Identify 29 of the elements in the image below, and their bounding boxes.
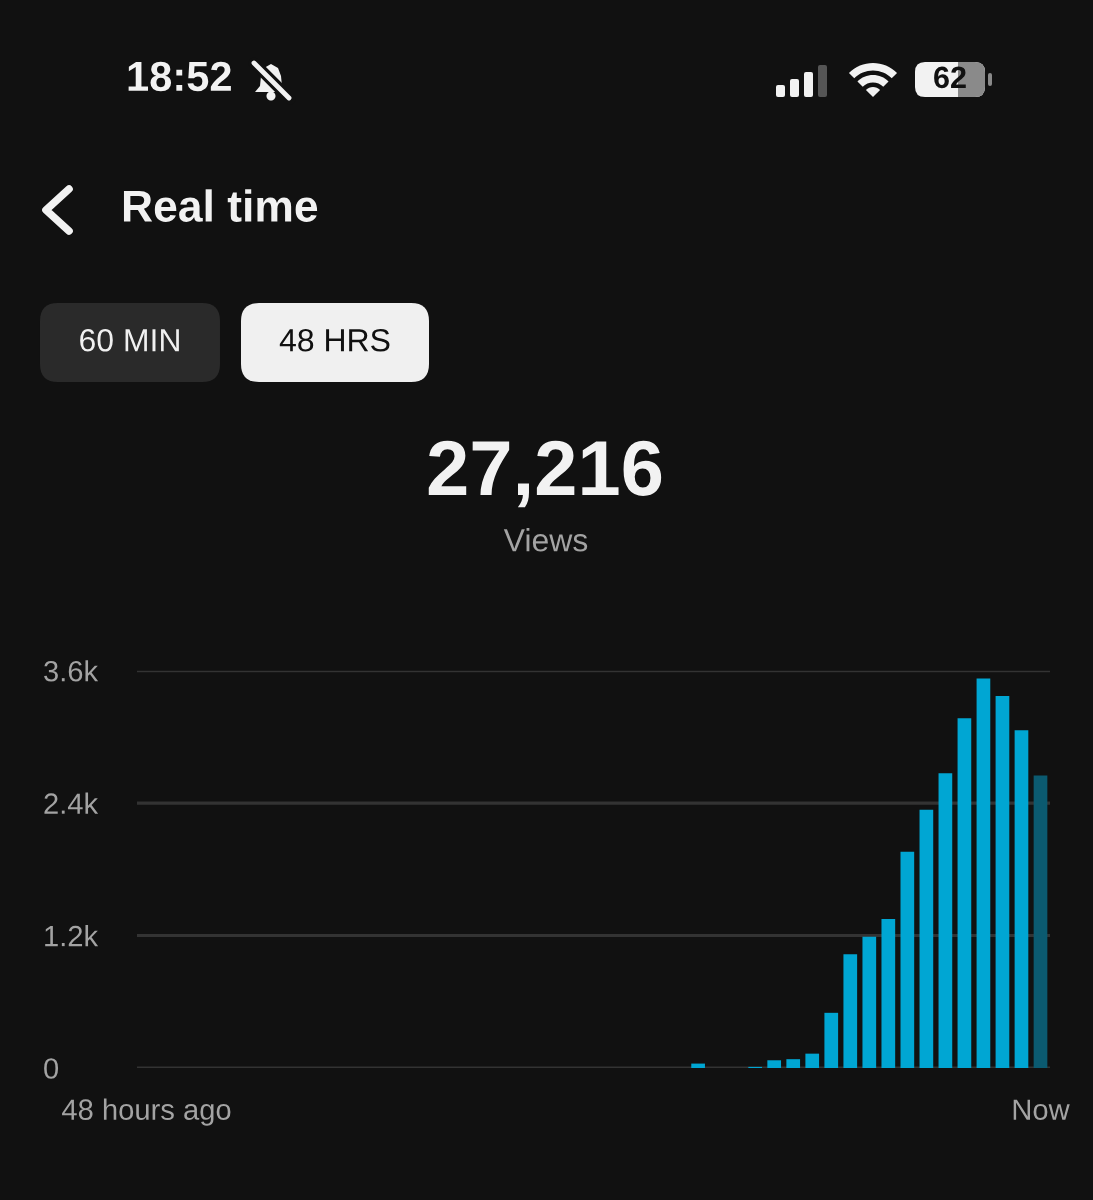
bar	[919, 809, 934, 1068]
bar	[1014, 730, 1029, 1068]
y-tick-label: 2.4k	[44, 792, 99, 814]
text: 27,216	[428, 440, 662, 508]
text: Views	[503, 528, 588, 552]
bar	[767, 1060, 782, 1068]
bar	[786, 1059, 801, 1068]
text: 62	[934, 66, 966, 89]
bar	[862, 936, 877, 1068]
bar	[995, 696, 1010, 1068]
text: 48 HRS	[279, 328, 390, 352]
bar	[805, 1053, 820, 1068]
bar	[938, 773, 953, 1068]
text: 18:52	[128, 61, 231, 92]
bar	[824, 1012, 839, 1068]
bar	[881, 919, 896, 1068]
y-tick-label: 3.6k	[44, 660, 99, 682]
text: 60 MIN	[80, 328, 179, 352]
bar	[976, 678, 991, 1068]
bar	[843, 954, 858, 1068]
bar	[957, 718, 972, 1068]
chart-title: Real time	[123, 189, 318, 222]
y-tick-label: 1.2k	[45, 925, 99, 947]
x-tick-label: Now	[1013, 1099, 1070, 1120]
x-tick-label: 48 hours ago	[62, 1098, 231, 1126]
bar	[691, 1063, 705, 1068]
bar	[1033, 775, 1048, 1068]
bar	[900, 851, 915, 1068]
y-tick-label: 0	[44, 1058, 59, 1079]
